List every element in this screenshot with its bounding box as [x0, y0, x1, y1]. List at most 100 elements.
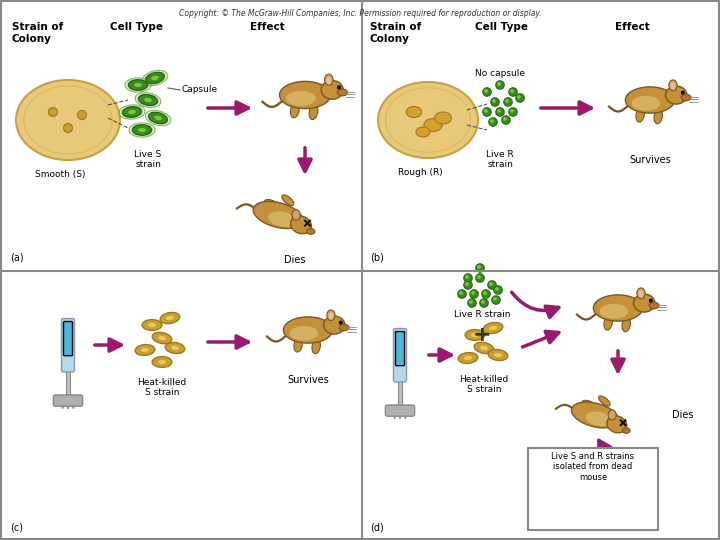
Circle shape: [516, 94, 524, 102]
Text: Capsule: Capsule: [182, 85, 218, 94]
Circle shape: [469, 300, 473, 304]
Ellipse shape: [539, 519, 551, 525]
Bar: [66, 370, 70, 402]
Ellipse shape: [593, 295, 643, 321]
Text: (d): (d): [370, 522, 384, 532]
Circle shape: [468, 299, 476, 307]
Text: Rough (R): Rough (R): [397, 168, 442, 177]
Ellipse shape: [543, 521, 547, 523]
Text: Strain of
Colony: Strain of Colony: [12, 22, 63, 44]
Ellipse shape: [326, 77, 331, 84]
Ellipse shape: [328, 312, 333, 320]
Ellipse shape: [165, 342, 185, 354]
Ellipse shape: [78, 111, 86, 119]
Text: Strain of
Colony: Strain of Colony: [370, 22, 421, 44]
Ellipse shape: [138, 128, 146, 132]
Ellipse shape: [145, 72, 164, 84]
Ellipse shape: [148, 323, 156, 327]
Ellipse shape: [626, 87, 675, 113]
Ellipse shape: [135, 93, 161, 107]
Ellipse shape: [339, 324, 349, 331]
Text: Copyright: © The McGraw-Hill Companies, Inc. Permission required for reproductio: Copyright: © The McGraw-Hill Companies, …: [179, 9, 541, 18]
Ellipse shape: [264, 200, 279, 207]
Ellipse shape: [480, 346, 488, 350]
Ellipse shape: [325, 74, 333, 85]
Circle shape: [464, 274, 472, 282]
Ellipse shape: [465, 329, 485, 340]
Circle shape: [482, 108, 491, 116]
Circle shape: [581, 501, 589, 509]
Ellipse shape: [471, 333, 479, 337]
Ellipse shape: [604, 315, 613, 330]
Circle shape: [338, 321, 343, 325]
Ellipse shape: [122, 107, 142, 117]
Ellipse shape: [435, 112, 451, 124]
Ellipse shape: [636, 107, 644, 122]
Ellipse shape: [598, 396, 610, 406]
Circle shape: [517, 95, 521, 99]
Ellipse shape: [406, 106, 422, 118]
Circle shape: [593, 500, 597, 503]
Circle shape: [503, 117, 507, 121]
Circle shape: [496, 81, 504, 89]
Text: Live R
strain: Live R strain: [486, 150, 514, 170]
Ellipse shape: [129, 123, 155, 137]
FancyBboxPatch shape: [394, 328, 407, 382]
Text: Live S
strain: Live S strain: [135, 150, 161, 170]
Ellipse shape: [378, 82, 478, 158]
Circle shape: [510, 89, 514, 93]
Circle shape: [598, 512, 602, 516]
Text: No capsule: No capsule: [475, 69, 525, 78]
Ellipse shape: [458, 353, 478, 363]
Text: Effect: Effect: [615, 22, 649, 32]
Circle shape: [465, 275, 469, 279]
Circle shape: [582, 502, 586, 506]
Ellipse shape: [253, 201, 302, 228]
Ellipse shape: [141, 348, 149, 352]
Circle shape: [476, 264, 485, 272]
Text: Survives: Survives: [287, 375, 329, 385]
Text: Heat-killed
S strain: Heat-killed S strain: [138, 378, 186, 397]
Circle shape: [688, 96, 692, 99]
Text: Survives: Survives: [629, 155, 671, 165]
Ellipse shape: [489, 326, 497, 330]
FancyBboxPatch shape: [395, 332, 405, 366]
Ellipse shape: [323, 316, 345, 334]
Circle shape: [495, 287, 499, 291]
Circle shape: [480, 299, 488, 307]
Ellipse shape: [128, 110, 136, 114]
Ellipse shape: [284, 317, 333, 343]
FancyBboxPatch shape: [53, 395, 83, 406]
Ellipse shape: [654, 109, 662, 124]
Ellipse shape: [582, 400, 595, 408]
Ellipse shape: [143, 70, 168, 86]
Circle shape: [494, 286, 503, 294]
Ellipse shape: [282, 195, 294, 206]
Ellipse shape: [309, 104, 318, 119]
Ellipse shape: [537, 517, 553, 526]
Circle shape: [482, 290, 490, 298]
Ellipse shape: [622, 317, 631, 332]
Ellipse shape: [138, 94, 158, 105]
Circle shape: [616, 501, 618, 504]
Ellipse shape: [474, 342, 494, 354]
Text: Dies: Dies: [672, 410, 693, 420]
Ellipse shape: [622, 428, 630, 433]
Ellipse shape: [534, 507, 546, 514]
Text: (c): (c): [10, 522, 23, 532]
Ellipse shape: [132, 125, 152, 136]
Circle shape: [346, 326, 350, 329]
Ellipse shape: [681, 94, 691, 101]
Ellipse shape: [483, 322, 503, 334]
Ellipse shape: [464, 356, 472, 360]
Circle shape: [471, 291, 475, 295]
Ellipse shape: [152, 332, 172, 343]
Ellipse shape: [16, 80, 120, 160]
Ellipse shape: [48, 107, 58, 117]
Circle shape: [492, 99, 496, 103]
Text: (b): (b): [370, 252, 384, 262]
Ellipse shape: [290, 216, 312, 234]
Ellipse shape: [631, 96, 660, 111]
Ellipse shape: [289, 326, 318, 341]
Ellipse shape: [637, 288, 645, 299]
